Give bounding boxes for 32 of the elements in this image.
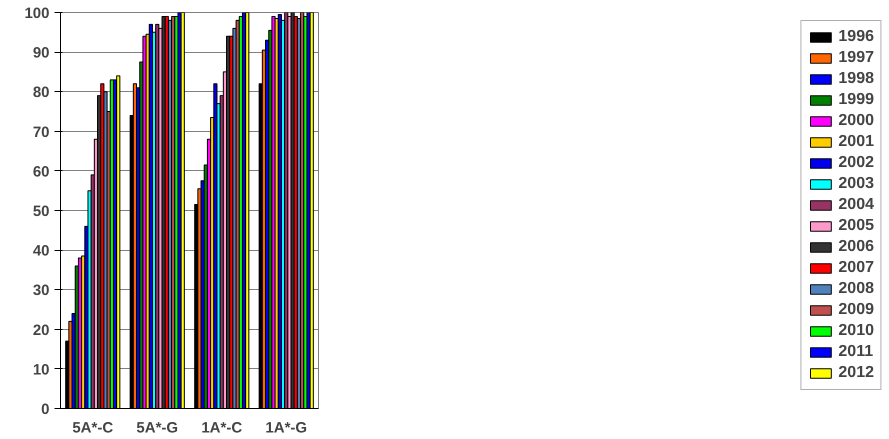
legend-label: 2003 <box>838 174 874 194</box>
x-tick-label: 1A*-G <box>265 420 308 436</box>
legend-label: 2008 <box>838 279 874 299</box>
y-tick-label: 0 <box>41 401 50 418</box>
legend-label: 1997 <box>838 48 874 68</box>
legend-label: 2006 <box>838 237 874 257</box>
y-tick-label: 20 <box>32 322 50 339</box>
x-tick-label: 1A*-C <box>201 420 242 436</box>
y-tick-label: 100 <box>24 5 50 22</box>
y-tick-label: 10 <box>32 361 50 378</box>
x-tick-label: 5A*-G <box>136 420 178 436</box>
legend-label: 2000 <box>838 111 874 131</box>
y-tick-label: 50 <box>32 203 50 220</box>
legend-label: 1996 <box>838 27 874 47</box>
legend-label: 1998 <box>838 69 874 89</box>
legend-label: 2012 <box>838 363 874 383</box>
legend-label: 2009 <box>838 300 874 320</box>
y-tick-label: 90 <box>32 44 50 62</box>
legend-label: 2007 <box>838 258 874 278</box>
x-tick-label: 5A*-C <box>72 420 114 436</box>
legend-label: 2005 <box>838 216 874 236</box>
legend-label: 2004 <box>838 195 874 215</box>
y-tick-label: 80 <box>32 84 50 102</box>
legend-label: 2011 <box>838 342 874 362</box>
legend-label: 2002 <box>838 153 874 173</box>
legend-label: 2010 <box>838 321 874 341</box>
y-tick-label: 40 <box>32 242 50 260</box>
legend-label: 1999 <box>838 90 874 110</box>
y-tick-label: 30 <box>32 282 50 300</box>
y-tick-label: 60 <box>32 163 50 180</box>
y-tick-label: 70 <box>32 124 50 141</box>
legend-label: 2001 <box>838 132 874 152</box>
